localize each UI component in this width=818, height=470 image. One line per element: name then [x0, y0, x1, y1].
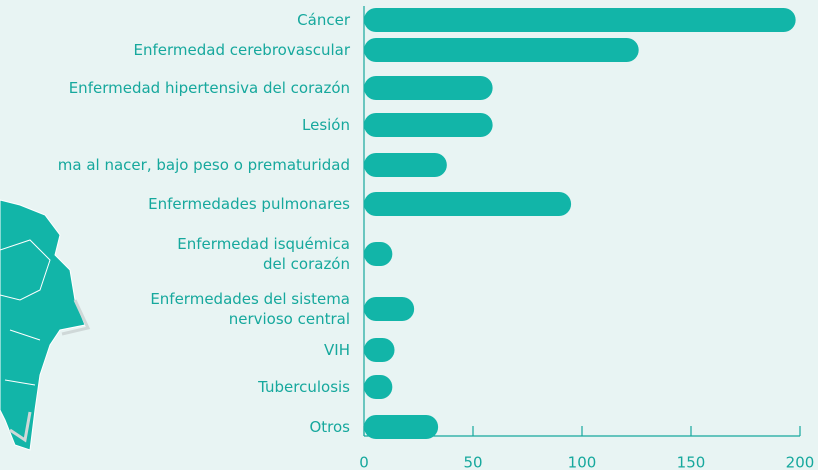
y-tick-label-line: del corazón [263, 255, 350, 273]
bar [364, 76, 493, 100]
x-tick-label: 100 [568, 454, 597, 470]
y-tick-label: Enfermedad isquémica del corazón [177, 235, 350, 273]
bar [364, 113, 493, 137]
y-tick-label-line: Enfermedades del sistema [150, 290, 350, 308]
y-tick-label: Enfermedad cerebrovascular [134, 41, 351, 59]
y-tick-label-line: Enfermedades pulmonares [148, 195, 350, 213]
y-tick-label: Tuberculosis [257, 378, 350, 396]
y-tick-label-line: Tuberculosis [257, 378, 350, 396]
y-tick-label-line: Enfermedad cerebrovascular [134, 41, 351, 59]
x-tick-label: 200 [786, 454, 815, 470]
map-decoration [0, 199, 91, 451]
y-tick-label-line: Otros [309, 418, 350, 436]
y-tick-label-line: nervioso central [229, 310, 350, 328]
bar [364, 242, 393, 266]
y-tick-label: Otros [309, 418, 350, 436]
y-tick-label: VIH [324, 341, 350, 359]
y-tick-label-line: Enfermedad isquémica [177, 235, 350, 253]
x-tick-label: 50 [463, 454, 482, 470]
y-tick-label: Enfermedad hipertensiva del corazón [69, 79, 350, 97]
bar [364, 375, 393, 399]
bar [364, 8, 796, 32]
y-tick-label-line: VIH [324, 341, 350, 359]
y-tick-label: ma al nacer, bajo peso o prematuridad [58, 156, 350, 174]
bar [364, 297, 415, 321]
bar [364, 338, 395, 362]
y-tick-label: Enfermedades del sistema nervioso central [150, 290, 350, 328]
y-tick-label-line: ma al nacer, bajo peso o prematuridad [58, 156, 350, 174]
bar [364, 153, 447, 177]
y-tick-label: Lesión [302, 116, 350, 134]
bar [364, 415, 439, 439]
y-tick-label-line: Cáncer [297, 11, 351, 29]
bar [364, 38, 639, 62]
x-tick-label: 150 [677, 454, 706, 470]
y-tick-label-line: Lesión [302, 116, 350, 134]
bar [364, 192, 572, 216]
y-tick-label: Enfermedades pulmonares [148, 195, 350, 213]
y-tick-label-line: Enfermedad hipertensiva del corazón [69, 79, 350, 97]
y-tick-label: Cáncer [297, 11, 351, 29]
x-tick-label: 0 [359, 454, 369, 470]
